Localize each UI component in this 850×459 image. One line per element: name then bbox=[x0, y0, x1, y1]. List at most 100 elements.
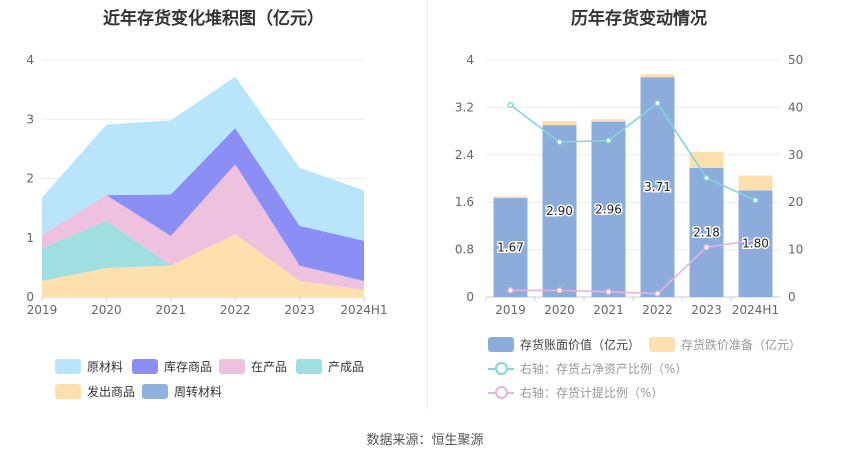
legend-label: 发出商品 bbox=[87, 385, 136, 399]
area-产成品 bbox=[42, 220, 364, 290]
legend-label: 右轴：存货占净资产比例（%） bbox=[520, 362, 688, 376]
y-tick-label: 2 bbox=[26, 172, 34, 186]
line-point bbox=[605, 137, 612, 144]
line-point bbox=[703, 244, 710, 251]
y-tick-label: 4 bbox=[466, 53, 474, 67]
line-point bbox=[752, 197, 759, 204]
line-point bbox=[654, 290, 661, 297]
line-右轴：存货占净资产比例（%） bbox=[510, 101, 756, 202]
y2-tick-label: 0 bbox=[788, 290, 796, 304]
left-chart-title: 近年存货变化堆积图（亿元） bbox=[103, 9, 324, 29]
x-tick-label: 2022 bbox=[220, 303, 251, 317]
legend-swatch bbox=[296, 359, 322, 374]
bar-data-label: 3.71 bbox=[644, 180, 671, 194]
x-tick-label: 2020 bbox=[544, 303, 575, 317]
right-chart-title: 历年存货变动情况 bbox=[571, 9, 707, 29]
legend-swatch bbox=[488, 385, 514, 400]
x-tick-label: 2023 bbox=[284, 303, 315, 317]
bar-data-label: 2.18 bbox=[693, 225, 720, 239]
legend-label: 周转材料 bbox=[174, 385, 223, 399]
legend-label: 原材料 bbox=[87, 360, 124, 374]
y-tick-label: 3 bbox=[26, 112, 34, 126]
x-tick-label: 2021 bbox=[156, 303, 187, 317]
y2-tick-label: 10 bbox=[788, 243, 803, 257]
bar-book-value bbox=[493, 198, 528, 297]
legend-swatch bbox=[219, 359, 245, 374]
legend-label: 库存商品 bbox=[164, 360, 213, 374]
data-source-note: 数据来源：恒生聚源 bbox=[366, 433, 484, 448]
bar-impairment bbox=[542, 121, 577, 126]
legend-label: 右轴：存货计提比例（%） bbox=[520, 386, 664, 400]
right-legend-item[interactable]: 右轴：存货占净资产比例（%） bbox=[488, 360, 687, 377]
area-库存商品 bbox=[42, 128, 364, 282]
bar-data-label: 2.96 bbox=[595, 202, 622, 216]
left-legend-item[interactable]: 产成品 bbox=[296, 358, 364, 375]
bar-impairment bbox=[493, 196, 528, 199]
y-tick-label: 1.6 bbox=[455, 195, 474, 209]
line-point bbox=[556, 287, 563, 294]
right-legend-item[interactable]: 存货账面价值（亿元） bbox=[488, 336, 640, 353]
x-tick-label: 2019 bbox=[27, 303, 58, 317]
line-point bbox=[703, 174, 710, 182]
y-tick-label: 1 bbox=[26, 231, 34, 245]
left-legend-item[interactable]: 库存商品 bbox=[132, 358, 212, 375]
y-tick-label: 0 bbox=[466, 290, 474, 304]
x-tick-label: 2024H1 bbox=[732, 303, 779, 317]
x-tick-label: 2023 bbox=[691, 303, 722, 317]
x-tick-label: 2021 bbox=[593, 303, 624, 317]
area-原材料 bbox=[42, 76, 364, 241]
y-tick-label: 4 bbox=[26, 53, 34, 67]
area-发出商品 bbox=[42, 234, 364, 297]
right-legend-item[interactable]: 存货跌价准备（亿元） bbox=[649, 336, 801, 353]
bar-impairment bbox=[738, 175, 773, 191]
bar-book-value bbox=[591, 121, 626, 298]
line-point bbox=[605, 288, 612, 295]
legend-swatch bbox=[132, 359, 158, 374]
left-stacked-area-chart: 0 1 2 3 4 2019 2020 2021 2022 2023 2024H1 bbox=[26, 53, 387, 317]
y2-tick-label: 20 bbox=[788, 195, 803, 209]
legend-swatch bbox=[488, 361, 514, 376]
bar-data-label: 1.80 bbox=[742, 237, 769, 251]
y-tick-label: 2.4 bbox=[455, 148, 474, 162]
y-tick-label: 0.8 bbox=[455, 243, 474, 257]
legend-swatch bbox=[488, 337, 514, 352]
bar-book-value bbox=[738, 190, 773, 297]
y2-tick-label: 40 bbox=[788, 100, 803, 114]
y2-tick-label: 50 bbox=[788, 53, 803, 67]
panel-divider bbox=[427, 0, 428, 410]
area-在产品 bbox=[42, 164, 364, 290]
line-point bbox=[507, 101, 514, 109]
left-legend-item[interactable]: 在产品 bbox=[219, 358, 287, 375]
bar-book-value bbox=[640, 77, 675, 297]
left-legend-item[interactable]: 发出商品 bbox=[55, 383, 135, 400]
bar-book-value bbox=[542, 125, 577, 297]
line-point bbox=[752, 237, 759, 244]
line-右轴：存货计提比例（%） bbox=[510, 239, 756, 295]
legend-label: 存货跌价准备（亿元） bbox=[681, 338, 802, 352]
bar-data-label: 1.67 bbox=[497, 241, 524, 255]
bar-impairment bbox=[591, 119, 626, 122]
y-tick-label: 3.2 bbox=[455, 100, 474, 114]
bar-book-value bbox=[689, 167, 724, 297]
left-legend-item[interactable]: 原材料 bbox=[55, 358, 123, 375]
left-legend-item[interactable]: 周转材料 bbox=[142, 383, 222, 400]
legend-label: 在产品 bbox=[251, 360, 288, 374]
x-tick-label: 2019 bbox=[495, 303, 526, 317]
x-tick-label: 2020 bbox=[91, 303, 122, 317]
legend-swatch bbox=[55, 384, 81, 399]
legend-label: 存货账面价值（亿元） bbox=[520, 338, 641, 352]
y2-tick-label: 30 bbox=[788, 148, 803, 162]
legend-swatch bbox=[55, 359, 81, 374]
x-tick-label: 2022 bbox=[642, 303, 673, 317]
line-point bbox=[556, 138, 563, 146]
y-tick-label: 0 bbox=[26, 290, 34, 304]
bar-data-label: 2.90 bbox=[546, 204, 573, 218]
legend-label: 产成品 bbox=[328, 360, 365, 374]
bar-impairment bbox=[640, 74, 675, 78]
x-tick-label: 2024H1 bbox=[340, 303, 387, 317]
legend-swatch bbox=[649, 337, 675, 352]
line-point bbox=[507, 287, 514, 294]
right-legend-item[interactable]: 右轴：存货计提比例（%） bbox=[488, 384, 663, 401]
legend-swatch bbox=[142, 384, 168, 399]
